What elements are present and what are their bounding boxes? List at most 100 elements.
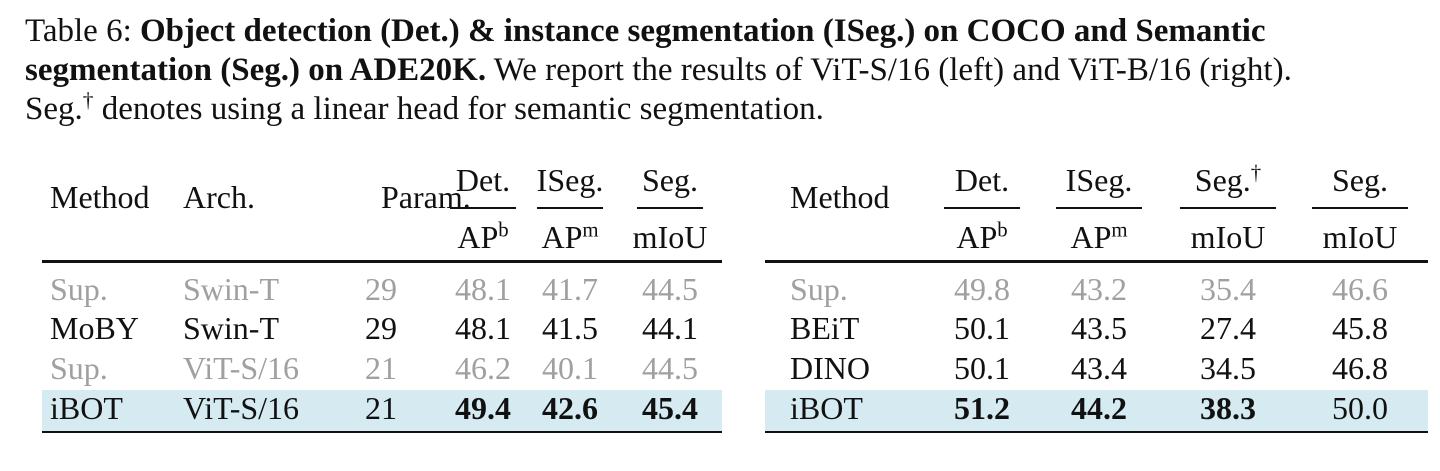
table-cell: Sup. (50, 271, 108, 307)
table-cell: BEiT (790, 310, 860, 346)
table-cell: iBOT (790, 390, 863, 426)
header-text: Method (50, 179, 150, 215)
table-cell: 49.4 (455, 390, 511, 426)
highlight-row (765, 390, 1428, 431)
table-cell: 29 (365, 310, 397, 346)
table-cell: 46.8 (1332, 350, 1388, 386)
metric-text: mIoU (632, 219, 708, 255)
header-rule (537, 207, 603, 209)
table-cell: 46.2 (455, 350, 511, 386)
table-cell: 43.4 (1071, 350, 1127, 386)
column-header: Param. (381, 179, 471, 215)
bottom-rule (42, 431, 722, 433)
table-cell: 34.5 (1200, 350, 1256, 386)
header-text: Seg. (1332, 162, 1388, 198)
metric-header: mIoU (1323, 219, 1398, 255)
caption-line: Seg.† denotes using a linear head for se… (25, 88, 824, 128)
caption-text: segmentation (Seg.) on ADE20K. (25, 52, 487, 88)
table-cell: 44.5 (642, 350, 698, 386)
caption-text: We report the results of ViT-S/16 (left)… (486, 52, 1292, 88)
header-rule (1312, 207, 1408, 209)
table-cell: 44.5 (642, 271, 698, 307)
table-cell: 51.2 (954, 390, 1010, 426)
caption-line: Table 6: Object detection (Det.) & insta… (25, 12, 1266, 50)
metric-sup: m (1111, 218, 1128, 242)
metric-text: AP (457, 219, 499, 255)
metric-header: APb (956, 219, 1007, 255)
metric-sup: b (997, 218, 1008, 242)
metric-header: APm (1070, 219, 1127, 255)
metric-text: AP (1070, 219, 1112, 255)
header-rule (637, 207, 703, 209)
table-cell: ViT-S/16 (183, 350, 300, 386)
top-rule (42, 260, 722, 263)
column-header: Method (790, 179, 890, 215)
table-cell: Sup. (790, 271, 848, 307)
column-header: Seg. (1332, 162, 1388, 198)
table-cell: 49.8 (954, 271, 1010, 307)
table-cell: 44.1 (642, 310, 698, 346)
metric-sup: b (498, 218, 509, 242)
metric-text: AP (541, 219, 583, 255)
table-cell: 35.4 (1200, 271, 1256, 307)
table-cell: iBOT (50, 390, 123, 426)
table-cell: 21 (365, 390, 397, 426)
column-header: Det. (955, 162, 1009, 198)
header-text: Det. (455, 162, 511, 198)
top-rule (765, 260, 1428, 263)
table-cell: 45.8 (1332, 310, 1388, 346)
header-text: ISeg. (536, 162, 604, 198)
metric-header: APm (541, 219, 598, 255)
metric-sup: m (582, 218, 599, 242)
header-text: Det. (954, 162, 1010, 198)
metric-text: mIoU (1322, 219, 1398, 255)
metric-text: AP (956, 219, 998, 255)
header-text: Seg. (642, 162, 698, 198)
caption-line: segmentation (Seg.) on ADE20K. We report… (25, 51, 1292, 89)
header-rule (450, 207, 516, 209)
table-cell: 48.1 (455, 310, 511, 346)
table-cell: Swin-T (183, 310, 279, 346)
table-cell: 41.5 (542, 310, 598, 346)
table-cell: 50.1 (954, 310, 1010, 346)
column-header: Seg.† (1195, 162, 1261, 198)
metric-header: APb (457, 219, 508, 255)
table-cell: 40.1 (542, 350, 598, 386)
header-sup: † (1250, 161, 1262, 185)
caption-text: Seg. (25, 91, 83, 127)
metric-text: mIoU (1190, 219, 1266, 255)
caption-text: Table 6: (25, 13, 140, 49)
header-rule (1056, 207, 1142, 209)
table-cell: 45.4 (642, 390, 698, 426)
caption-text: denotes using a linear head for semantic… (93, 91, 824, 127)
table-cell: 48.1 (455, 271, 511, 307)
table-cell: 50.0 (1332, 390, 1388, 426)
table-cell: 50.1 (954, 350, 1010, 386)
table-cell: Swin-T (183, 271, 279, 307)
header-text: Param. (381, 179, 471, 215)
table-cell: DINO (790, 350, 870, 386)
table-cell: ViT-S/16 (183, 390, 300, 426)
table-cell: 41.7 (542, 271, 598, 307)
column-header: Seg. (642, 162, 698, 198)
table-cell: 42.6 (542, 390, 598, 426)
header-text: Seg. (1194, 162, 1251, 198)
metric-header: mIoU (633, 219, 708, 255)
header-text: Method (790, 179, 890, 215)
column-header: ISeg. (1066, 162, 1133, 198)
caption-text: † (82, 88, 94, 113)
bottom-rule (765, 431, 1428, 433)
header-text: ISeg. (1065, 162, 1133, 198)
table-cell: 43.5 (1071, 310, 1127, 346)
column-header: Det. (456, 162, 510, 198)
table-cell: 21 (365, 350, 397, 386)
table-cell: 43.2 (1071, 271, 1127, 307)
column-header: ISeg. (537, 162, 604, 198)
highlight-row (42, 390, 722, 431)
table-cell: 46.6 (1332, 271, 1388, 307)
table-cell: Sup. (50, 350, 108, 386)
column-header: Arch. (183, 179, 255, 215)
table-cell: 27.4 (1200, 310, 1256, 346)
column-header: Method (50, 179, 150, 215)
